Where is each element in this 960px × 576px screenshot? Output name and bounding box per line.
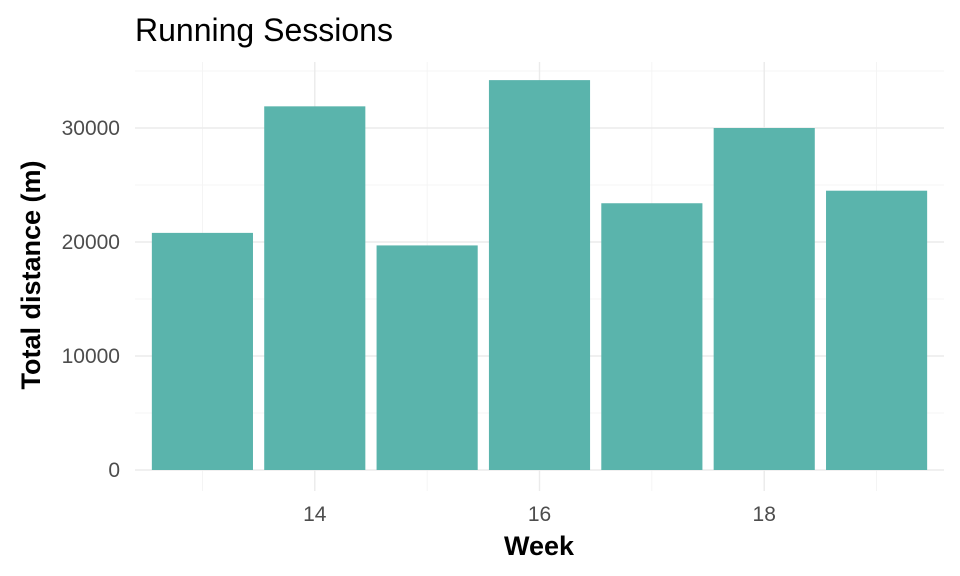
- y-tick-label: 0: [108, 459, 120, 482]
- y-axis-title: Total distance (m): [16, 160, 46, 389]
- bar-week-17: [601, 203, 703, 471]
- bar-week-18: [713, 128, 815, 470]
- bar-week-14: [264, 106, 366, 470]
- x-axis-ticks: 14 16 18: [303, 503, 776, 526]
- y-tick-label: 20000: [62, 231, 120, 254]
- x-tick-label: 14: [303, 503, 327, 526]
- y-tick-label: 30000: [62, 117, 120, 140]
- bar-week-16: [488, 80, 591, 471]
- bar-week-19: [826, 190, 928, 470]
- x-axis-title: Week: [504, 531, 575, 561]
- x-tick-label: 16: [528, 503, 551, 526]
- y-axis-ticks: 0 10000 20000 30000: [62, 117, 120, 482]
- bar-week-13: [151, 232, 253, 470]
- bar-week-15: [376, 245, 478, 470]
- chart-title: Running Sessions: [135, 12, 393, 48]
- bars: [151, 80, 928, 471]
- y-tick-label: 10000: [62, 345, 120, 368]
- x-tick-label: 18: [753, 503, 776, 526]
